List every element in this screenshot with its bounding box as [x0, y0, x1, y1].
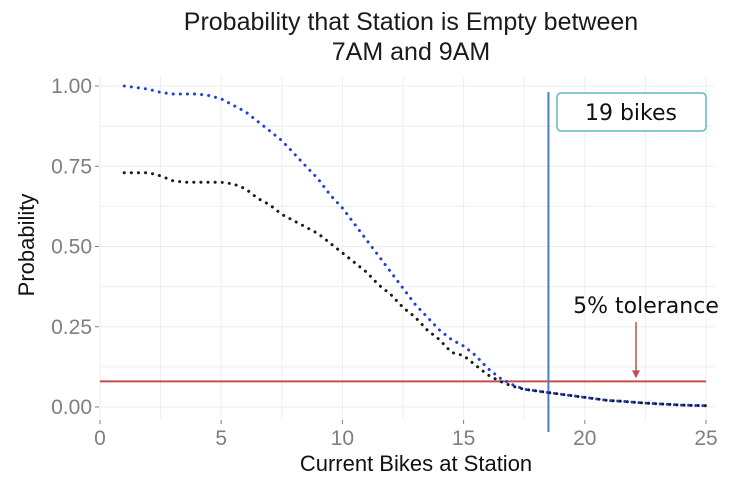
ticks: 0.00 0.25 0.50 0.75 1.00 0 5 10 15 20 25	[51, 75, 718, 450]
x-tick-label: 20	[573, 427, 596, 450]
x-tick-label: 5	[215, 427, 227, 450]
chart-title-line-1: Probability that Station is Empty betwee…	[184, 8, 638, 36]
annotation-box	[556, 92, 707, 132]
x-tick-label: 0	[94, 427, 106, 450]
chart-title-line-2: 7AM and 9AM	[332, 38, 490, 66]
x-tick-label: 15	[452, 427, 475, 450]
series-2	[122, 171, 708, 408]
y-tick-label: 0.75	[51, 155, 92, 178]
x-tick-label: 10	[331, 427, 354, 450]
tolerance-arrow	[632, 322, 640, 379]
y-tick-label: 1.00	[51, 75, 92, 98]
grid	[99, 76, 714, 419]
series-line	[122, 171, 708, 408]
series-layer	[122, 84, 708, 408]
horizontal-line-annotation: 5% tolerance	[573, 294, 719, 319]
y-axis-label: Probability	[14, 194, 39, 297]
reference-lines	[100, 92, 706, 432]
series-line	[122, 84, 708, 408]
x-axis-label: Current Bikes at Station	[300, 451, 532, 476]
x-tick-label: 25	[694, 427, 717, 450]
series-1	[122, 84, 708, 408]
arrow-head	[632, 370, 640, 379]
vertical-line-annotation: 19 bikes	[585, 101, 677, 126]
y-tick-label: 0.00	[51, 396, 92, 419]
y-tick-label: 0.50	[51, 236, 92, 259]
y-tick-label: 0.25	[51, 316, 92, 339]
